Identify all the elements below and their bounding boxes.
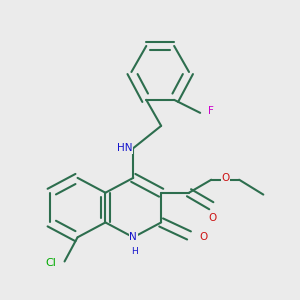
Text: O: O [199,232,207,242]
Text: O: O [221,173,230,183]
Text: HN: HN [117,143,133,153]
Text: F: F [208,106,214,116]
Text: Cl: Cl [45,258,56,268]
Text: O: O [208,213,217,223]
Text: H: H [131,247,138,256]
Text: N: N [129,232,137,242]
